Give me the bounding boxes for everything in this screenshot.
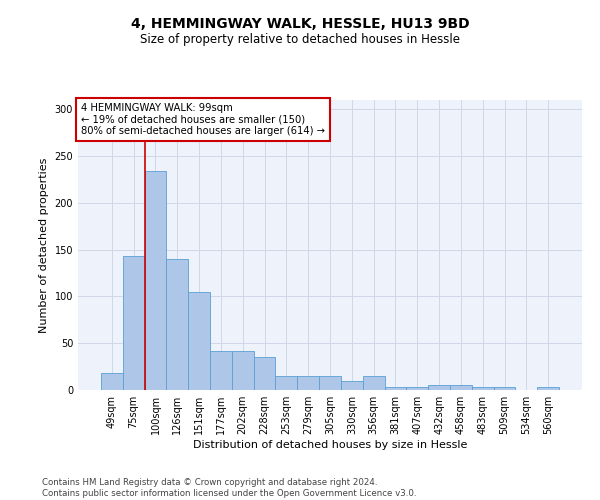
Text: Size of property relative to detached houses in Hessle: Size of property relative to detached ho… — [140, 32, 460, 46]
Bar — [254, 358, 275, 390]
Bar — [232, 350, 254, 390]
X-axis label: Distribution of detached houses by size in Hessle: Distribution of detached houses by size … — [193, 440, 467, 450]
Bar — [210, 350, 232, 390]
Bar — [537, 387, 559, 390]
Text: 4 HEMMINGWAY WALK: 99sqm
← 19% of detached houses are smaller (150)
80% of semi-: 4 HEMMINGWAY WALK: 99sqm ← 19% of detach… — [80, 103, 325, 136]
Bar — [145, 171, 166, 390]
Bar — [406, 387, 428, 390]
Bar — [297, 376, 319, 390]
Bar — [450, 386, 472, 390]
Bar — [472, 387, 494, 390]
Bar — [363, 376, 385, 390]
Bar — [494, 387, 515, 390]
Bar — [341, 380, 363, 390]
Bar — [385, 387, 406, 390]
Bar — [275, 376, 297, 390]
Bar — [166, 259, 188, 390]
Text: 4, HEMMINGWAY WALK, HESSLE, HU13 9BD: 4, HEMMINGWAY WALK, HESSLE, HU13 9BD — [131, 18, 469, 32]
Bar — [319, 376, 341, 390]
Bar — [123, 256, 145, 390]
Bar — [101, 373, 123, 390]
Text: Contains HM Land Registry data © Crown copyright and database right 2024.
Contai: Contains HM Land Registry data © Crown c… — [42, 478, 416, 498]
Y-axis label: Number of detached properties: Number of detached properties — [39, 158, 49, 332]
Bar — [428, 386, 450, 390]
Bar — [188, 292, 210, 390]
